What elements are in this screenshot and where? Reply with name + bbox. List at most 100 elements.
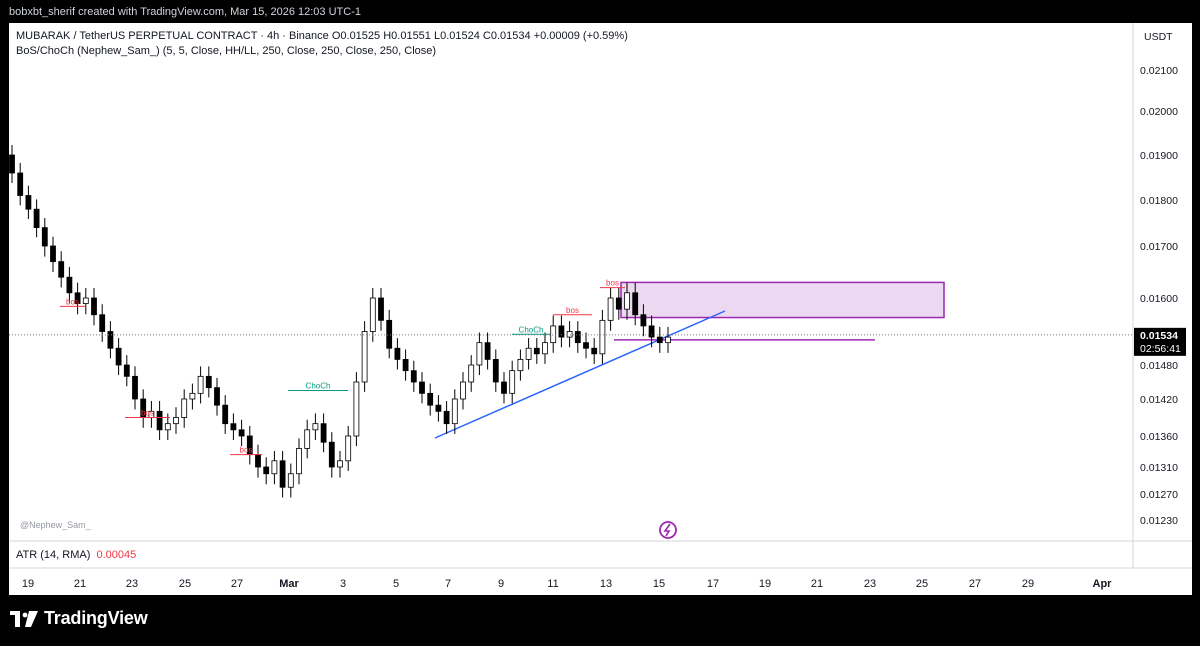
candle <box>74 282 81 315</box>
candle-body <box>533 347 540 355</box>
candle-body <box>66 276 73 294</box>
x-tick-label: 29 <box>1022 578 1034 590</box>
last-price-value: 0.01534 <box>1140 330 1178 342</box>
candle <box>615 288 622 320</box>
time-axis[interactable]: 19 21 23 25 27 Mar 3 5 7 9 11 13 15 17 19 21 23 25 27 29 Apr <box>22 578 1112 590</box>
candle <box>665 326 671 353</box>
candle-body <box>517 359 524 372</box>
structure-label: bos <box>566 306 579 315</box>
snapshot-icon[interactable] <box>659 521 677 539</box>
y-tick-label: 0.01900 <box>1140 150 1178 162</box>
candle <box>394 338 401 370</box>
atr-value: 0.00045 <box>96 549 137 561</box>
candle-body <box>205 375 212 389</box>
candle-body <box>665 336 671 344</box>
candle-body <box>435 404 442 412</box>
candle <box>173 407 179 434</box>
candle-body <box>214 387 220 406</box>
chart-frame <box>9 23 1192 595</box>
candle-body <box>123 364 130 377</box>
y-tick-label: 0.01480 <box>1140 360 1178 372</box>
candle-body <box>460 381 466 400</box>
candle <box>230 413 237 440</box>
currency-label[interactable]: USDT <box>1144 31 1173 43</box>
candle-body <box>419 381 425 394</box>
indicator-legend[interactable]: BoS/ChoCh (Nephew_Sam_) (5, 5, Close, HH… <box>16 45 437 57</box>
y-tick-label: 0.01800 <box>1140 195 1178 207</box>
candle <box>181 389 188 428</box>
structure-label: ChoCh <box>519 325 544 334</box>
candle-body <box>492 359 499 383</box>
candle <box>402 349 409 381</box>
candle-body <box>542 342 548 355</box>
candle <box>279 450 286 498</box>
candle <box>132 366 138 410</box>
x-tick-label: 23 <box>126 578 138 590</box>
bar-countdown: 02:56:41 <box>1140 343 1181 355</box>
candle-body <box>132 375 138 400</box>
supply-zone[interactable] <box>434 281 945 439</box>
y-tick-label: 0.02000 <box>1140 106 1178 118</box>
symbol-legend[interactable]: MUBARAK / TetherUS PERPETUAL CONTRACT · … <box>16 30 628 42</box>
candle <box>214 377 220 416</box>
candle-body <box>304 429 311 449</box>
candle <box>640 304 647 337</box>
supply-zone-box <box>620 281 945 319</box>
candle-body <box>271 460 278 475</box>
candle <box>66 266 73 304</box>
x-tick-label: 21 <box>74 578 86 590</box>
candle-body <box>312 423 319 431</box>
watermark: @Nephew_Sam_ <box>20 520 91 530</box>
structure-label: bos <box>141 409 154 418</box>
candle <box>648 315 655 348</box>
candle <box>517 349 524 381</box>
candle-body <box>58 261 65 278</box>
structure-label: bos <box>66 297 79 306</box>
candle <box>91 288 97 326</box>
candle-body <box>164 423 171 431</box>
candle-body <box>353 381 360 437</box>
y-tick-label: 0.01420 <box>1140 394 1178 406</box>
candle <box>468 355 475 392</box>
candle <box>574 321 581 353</box>
candle <box>263 457 270 485</box>
price-axis[interactable]: 0.02100 0.02000 0.01900 0.01800 0.01700 0.016… <box>1140 65 1178 527</box>
candle-body <box>566 331 573 338</box>
x-tick-label: 19 <box>22 578 34 590</box>
candle <box>25 185 32 220</box>
x-tick-label: 5 <box>393 578 399 590</box>
structure-label: bos <box>606 279 619 288</box>
candle-body <box>41 227 48 247</box>
attribution-text: bobxbt_sherif created with TradingView.c… <box>9 6 361 18</box>
candle <box>304 419 311 459</box>
candle <box>427 383 434 416</box>
x-tick-label: Mar <box>279 578 299 590</box>
x-tick-label: 27 <box>969 578 981 590</box>
candle <box>435 395 442 422</box>
candle <box>509 360 516 404</box>
candle-body <box>451 398 458 425</box>
candle <box>320 413 327 453</box>
y-tick-label: 0.01230 <box>1140 515 1178 527</box>
candle <box>353 372 360 447</box>
candle <box>156 400 163 440</box>
candle-body <box>402 359 409 372</box>
candle <box>501 372 507 404</box>
candle <box>451 389 458 434</box>
candle-body <box>591 347 598 355</box>
candle <box>369 288 376 342</box>
y-tick-label: 0.02100 <box>1140 65 1178 77</box>
candle <box>492 349 499 392</box>
last-price-badge <box>1134 327 1186 356</box>
candle <box>296 438 302 485</box>
candle <box>476 332 483 376</box>
tradingview-logo: TradingView <box>10 608 148 629</box>
candle-body <box>476 342 483 366</box>
candle-body <box>607 297 614 321</box>
candle <box>312 413 319 440</box>
candle-body <box>156 410 163 431</box>
x-tick-label: 17 <box>707 578 719 590</box>
x-tick-label: 23 <box>864 578 876 590</box>
atr-legend[interactable]: ATR (14, RMA) 0.00045 <box>16 549 136 561</box>
